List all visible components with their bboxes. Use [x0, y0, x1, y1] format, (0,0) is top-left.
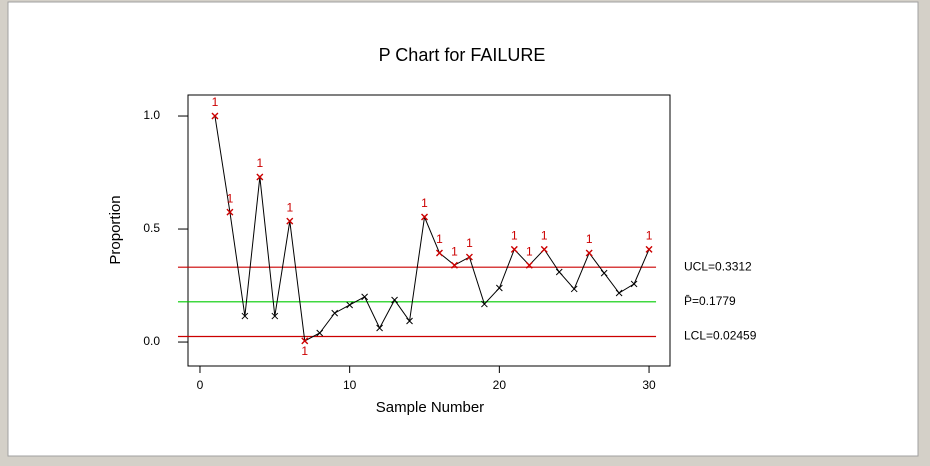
data-line — [214, 115, 650, 342]
data-point — [481, 300, 488, 308]
data-point — [346, 301, 354, 309]
control-line-label: UCL=0.3312 — [684, 259, 752, 273]
x-tick-label: 0 — [197, 378, 204, 392]
chart-panel — [7, 1, 919, 457]
chart-title: P Chart for FAILURE — [379, 45, 546, 65]
test-flag: 1 — [451, 244, 458, 258]
test-flag: 1 — [227, 191, 234, 205]
test-flag: 1 — [526, 244, 533, 258]
test-flag: 1 — [541, 229, 548, 243]
data-point — [525, 261, 533, 269]
data-point — [600, 269, 608, 277]
data-point — [540, 245, 548, 253]
data-point — [615, 289, 623, 297]
test-flag: 1 — [436, 232, 443, 246]
control-line-label: P̄=0.1779 — [684, 294, 736, 308]
data-point — [286, 217, 294, 225]
data-point — [361, 293, 368, 301]
y-axis-label: Proportion — [107, 195, 124, 264]
test-flag: 1 — [421, 196, 428, 210]
data-point — [391, 296, 398, 304]
test-flag: 1 — [286, 200, 293, 214]
data-point — [630, 280, 638, 288]
plot-box — [187, 94, 671, 367]
control-line-label: LCL=0.02459 — [684, 329, 757, 343]
data-point — [465, 253, 473, 261]
data-point — [510, 245, 518, 253]
x-tick-label: 20 — [493, 378, 507, 392]
test-flag: 1 — [301, 344, 308, 358]
data-point — [301, 337, 309, 345]
test-flag: 1 — [646, 229, 653, 243]
data-point — [211, 112, 219, 120]
data-point — [226, 208, 234, 216]
y-tick-label: 1.0 — [143, 108, 160, 122]
data-point — [585, 249, 593, 257]
data-point — [376, 324, 383, 332]
x-axis-label: Sample Number — [376, 399, 484, 416]
test-flag: 1 — [511, 229, 518, 243]
data-point — [645, 245, 653, 253]
test-flag: 1 — [586, 232, 593, 246]
data-point — [435, 249, 443, 257]
data-point — [570, 285, 578, 293]
test-flag: 1 — [466, 236, 473, 250]
data-point — [496, 284, 503, 292]
data-point — [406, 317, 413, 325]
data-point — [241, 312, 249, 320]
data-point — [271, 312, 279, 320]
data-point — [316, 329, 324, 337]
x-tick-label: 30 — [642, 378, 656, 392]
data-point — [555, 268, 563, 276]
data-point — [450, 261, 458, 269]
test-flag: 1 — [212, 95, 219, 109]
data-point — [256, 173, 264, 181]
data-point — [421, 213, 429, 221]
x-tick-label: 10 — [343, 378, 357, 392]
y-tick-label: 0.5 — [143, 221, 160, 235]
y-tick-label: 0.0 — [143, 334, 160, 348]
test-flag: 1 — [257, 156, 264, 170]
data-point — [331, 309, 339, 317]
